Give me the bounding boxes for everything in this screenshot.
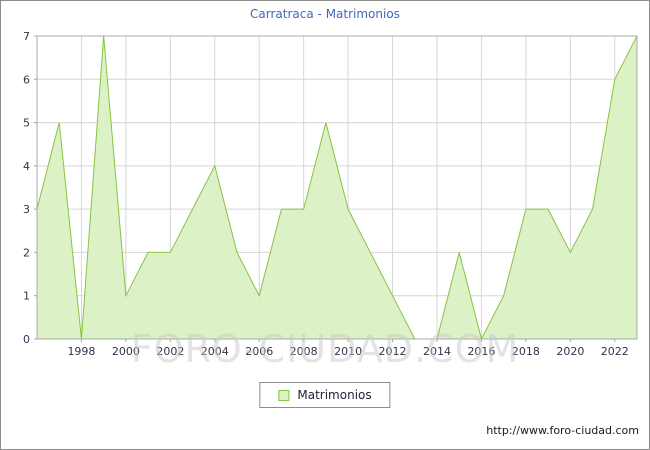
legend-label: Matrimonios [297, 388, 372, 402]
svg-text:2: 2 [23, 246, 30, 259]
svg-text:4: 4 [23, 160, 30, 173]
svg-text:1: 1 [23, 290, 30, 303]
svg-text:0: 0 [23, 333, 30, 346]
footer-url: http://www.foro-ciudad.com [486, 424, 639, 437]
svg-text:2016: 2016 [467, 345, 495, 358]
svg-text:3: 3 [23, 203, 30, 216]
svg-text:2004: 2004 [201, 345, 229, 358]
svg-text:2008: 2008 [290, 345, 318, 358]
legend-swatch-icon [278, 389, 290, 401]
svg-text:2010: 2010 [334, 345, 362, 358]
chart-title: Carratraca - Matrimonios [250, 7, 400, 21]
legend: Matrimonios [259, 382, 391, 408]
svg-text:6: 6 [23, 73, 30, 86]
svg-text:2002: 2002 [156, 345, 184, 358]
svg-text:2018: 2018 [512, 345, 540, 358]
svg-text:1998: 1998 [67, 345, 95, 358]
svg-text:2012: 2012 [379, 345, 407, 358]
svg-text:2020: 2020 [556, 345, 584, 358]
svg-text:2014: 2014 [423, 345, 451, 358]
svg-text:2006: 2006 [245, 345, 273, 358]
svg-text:2000: 2000 [112, 345, 140, 358]
svg-text:5: 5 [23, 117, 30, 130]
svg-text:7: 7 [23, 30, 30, 43]
svg-text:2022: 2022 [601, 345, 629, 358]
